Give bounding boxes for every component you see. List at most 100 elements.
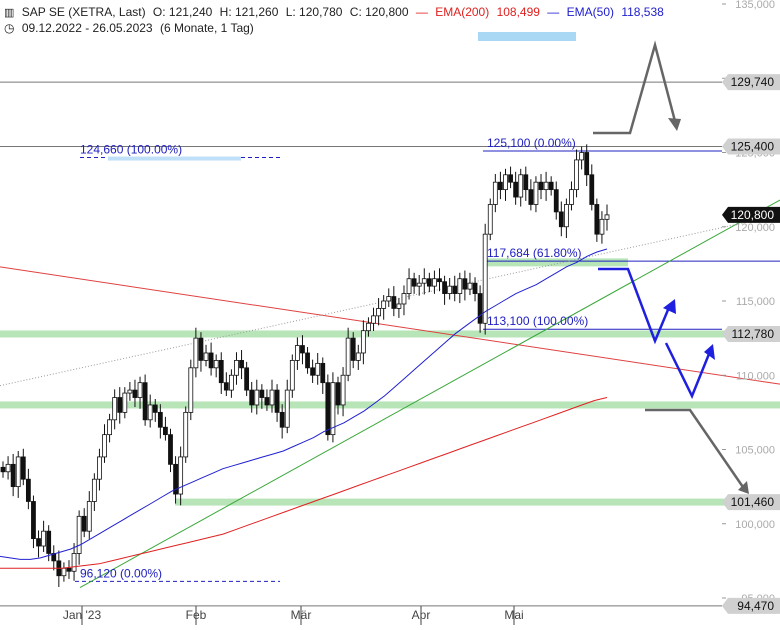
highlight-bar xyxy=(478,32,576,41)
candle-body xyxy=(152,404,158,413)
candle-body xyxy=(406,278,412,294)
candle-body xyxy=(15,456,21,488)
candle-body xyxy=(310,367,316,376)
low-value: L: 120,780 xyxy=(285,5,343,19)
candle-body xyxy=(416,282,422,287)
candle-body xyxy=(553,189,559,213)
bar-chart-icon: ▥ xyxy=(4,7,15,19)
candle-body xyxy=(355,352,361,361)
candle-body xyxy=(518,174,524,198)
candle-body xyxy=(81,515,87,532)
candle-body xyxy=(127,389,133,394)
candle-body xyxy=(5,463,11,473)
candle-body xyxy=(584,152,590,176)
candle-body xyxy=(254,389,260,406)
last-price-label-bg xyxy=(722,206,780,223)
close-value: C: 120,800 xyxy=(349,5,409,19)
candle-body xyxy=(294,345,300,361)
scenario-path xyxy=(664,342,713,400)
candle-body xyxy=(203,352,209,361)
x-tick-label: Jan '23 xyxy=(63,608,102,622)
candle-body xyxy=(462,278,468,290)
candle-body xyxy=(477,293,483,324)
symbol-title: SAP SE (XETRA, Last) xyxy=(21,5,146,19)
ema200-value: 108,499 xyxy=(496,5,540,19)
candle-body xyxy=(350,337,356,361)
chart-header: ▥ SAP SE (XETRA, Last) O: 121,240 H: 121… xyxy=(4,5,668,19)
clock-icon: ◷ xyxy=(4,21,15,35)
candle-body xyxy=(447,285,453,294)
candle-body xyxy=(487,204,493,235)
gray-arrow-path xyxy=(593,40,678,135)
level-price-label: 112,780 xyxy=(732,327,775,341)
candle-body xyxy=(376,308,381,317)
candle-body xyxy=(325,382,331,436)
candle-body xyxy=(457,278,463,294)
ema200-label: EMA(200) xyxy=(435,5,490,19)
candle-body xyxy=(157,411,163,428)
candle-body xyxy=(371,315,376,324)
candle-body xyxy=(513,181,519,198)
candle-body xyxy=(244,367,250,391)
candle-body xyxy=(335,382,341,406)
support-zone xyxy=(483,258,628,267)
candle-body xyxy=(472,282,478,294)
ema50-line xyxy=(0,248,608,560)
candle-body xyxy=(320,362,326,384)
ema200-line xyxy=(0,397,608,569)
candle-body xyxy=(188,367,194,413)
candle-body xyxy=(102,434,107,458)
support-zone xyxy=(175,498,780,506)
chart-subheader: ◷ 09.12.2022 - 26.05.2023 (6 Monate, 1 T… xyxy=(4,21,258,35)
fib-label: 117,684 (61.80%) xyxy=(487,246,582,260)
candle-body xyxy=(300,345,305,354)
level-price-label-bg xyxy=(722,74,780,91)
candle-body xyxy=(503,174,508,191)
candle-body xyxy=(86,501,92,532)
trend-line-red xyxy=(0,266,780,385)
x-tick-label: Mai xyxy=(504,608,523,622)
candle-body xyxy=(208,352,214,369)
candle-body xyxy=(528,189,534,205)
candle-body xyxy=(193,337,199,369)
candle-body xyxy=(218,359,224,384)
candle-body xyxy=(132,389,138,398)
candle-body xyxy=(437,278,442,283)
candle-body xyxy=(543,181,549,191)
arrow-head-icon xyxy=(704,344,715,360)
candle-body xyxy=(259,389,265,398)
date-range: 09.12.2022 - 26.05.2023 xyxy=(21,21,153,35)
candle-body xyxy=(508,174,513,183)
fib-label: 96,120 (0.00%) xyxy=(80,566,162,580)
high-value: H: 121,260 xyxy=(219,5,279,19)
candle-body xyxy=(229,374,234,391)
y-tick-label: 105,000 xyxy=(735,445,775,457)
candle-body xyxy=(183,411,189,458)
ema200-marker: — xyxy=(415,5,428,19)
candle-body xyxy=(137,382,143,398)
candle-body xyxy=(558,211,564,228)
y-tick-label: 100,000 xyxy=(735,519,775,531)
candle-body xyxy=(381,300,387,309)
candle-body xyxy=(360,330,366,354)
candle-body xyxy=(421,278,427,284)
candle-body xyxy=(432,278,437,287)
candle-body xyxy=(315,362,321,376)
candle-body xyxy=(482,233,488,324)
candle-body xyxy=(213,359,219,369)
arrow-head-icon xyxy=(668,118,681,131)
candle-body xyxy=(589,174,595,205)
level-price-label-bg xyxy=(722,325,780,342)
candle-body xyxy=(563,204,569,228)
candle-body xyxy=(163,426,168,436)
candle-body xyxy=(599,218,605,235)
candle-body xyxy=(36,538,41,547)
candle-body xyxy=(442,281,447,294)
candle-body xyxy=(274,389,280,413)
ema50-marker: — xyxy=(547,5,560,19)
candle-body xyxy=(117,397,123,413)
level-price-label-bg xyxy=(722,494,780,511)
candle-body xyxy=(66,567,72,572)
